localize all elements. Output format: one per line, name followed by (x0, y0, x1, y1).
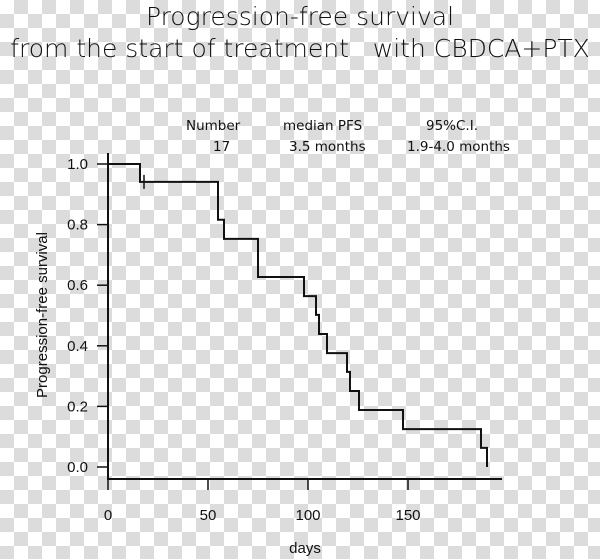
x-tick-label: 50 (200, 507, 217, 524)
value-median-pfs: 3.5 months (289, 139, 366, 155)
x-tick-label: 100 (295, 507, 320, 524)
header-median-pfs: median PFS (283, 118, 363, 134)
y-axis-label: Progression-free survival (34, 232, 51, 398)
value-number: 17 (213, 139, 231, 155)
survival-curve (108, 163, 488, 467)
x-tick-label: 0 (104, 507, 112, 524)
x-axis-label: days (289, 540, 321, 557)
chart-title-line-2: from the start of treatment with CBDCA+P… (10, 34, 590, 63)
chart-title-line-1: Progression-free survival (145, 2, 455, 31)
y-tick-label: 0.4 (67, 338, 88, 355)
y-tick-label: 1.0 (67, 156, 88, 173)
y-tick-label: 0.8 (67, 217, 88, 234)
x-tick-label: 150 (395, 507, 420, 524)
y-tick-label: 0.6 (67, 277, 88, 294)
header-ci: 95%C.I. (426, 118, 478, 134)
y-tick-label: 0.2 (67, 398, 88, 415)
header-number: Number (186, 118, 241, 134)
value-ci: 1.9-4.0 months (407, 139, 510, 155)
y-tick-label: 0.0 (67, 459, 88, 476)
